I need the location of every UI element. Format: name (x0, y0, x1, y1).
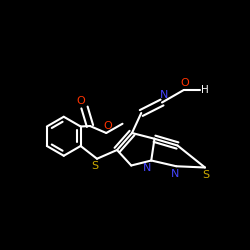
Text: O: O (104, 121, 112, 131)
Text: S: S (92, 161, 98, 171)
Text: S: S (203, 170, 210, 180)
Text: H: H (201, 85, 208, 95)
Text: O: O (76, 96, 85, 106)
Text: O: O (180, 78, 190, 88)
Text: N: N (160, 90, 169, 101)
Text: N: N (171, 169, 179, 179)
Text: N: N (143, 163, 152, 173)
